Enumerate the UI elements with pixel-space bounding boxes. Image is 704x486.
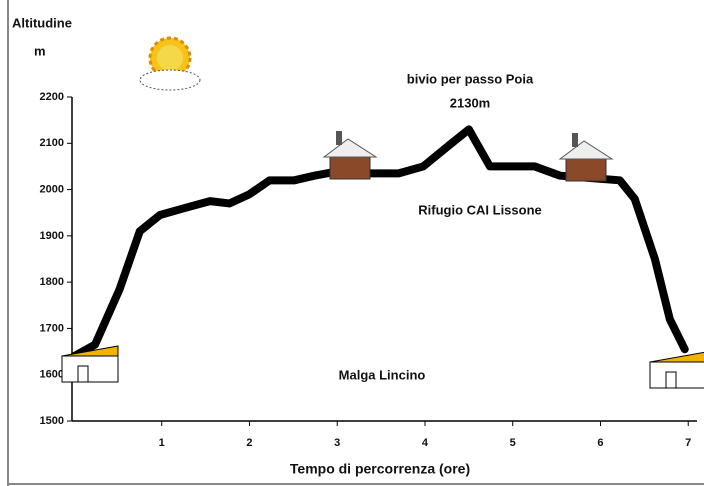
house-roof: [650, 352, 704, 362]
x-tick-label: 5: [510, 437, 516, 449]
y-tick-label: 1900: [40, 230, 64, 242]
chart: Altitudine m Tempo di percorrenza (ore) …: [0, 0, 704, 486]
x-tick-label: 2: [246, 437, 252, 449]
annotation: Rifugio CAI Lissone: [418, 202, 542, 217]
annotation: bivio per passo Poia: [407, 71, 534, 86]
y-tick-label: 2000: [40, 183, 64, 195]
hut-icon: [330, 155, 370, 179]
page: {"chart_data": {"type": "line", "y_label…: [0, 0, 704, 486]
hut-roof: [324, 139, 376, 157]
sun-icon: [140, 38, 200, 90]
y-label: Altitudine: [12, 15, 72, 30]
y-tick-label: 1500: [40, 415, 64, 427]
y-label-unit: m: [34, 43, 46, 58]
x-tick-label: 4: [422, 437, 429, 449]
x-tick-label: 1: [159, 437, 165, 449]
y-tick-label: 1800: [40, 276, 64, 288]
annotation: Malga Lincino: [339, 367, 426, 382]
x-label: Tempo di percorrenza (ore): [290, 461, 470, 477]
house-icon: [650, 362, 704, 388]
y-tick-label: 1700: [40, 322, 64, 334]
annotation: 2130m: [450, 95, 490, 110]
hut-roof: [560, 141, 612, 159]
house-door: [78, 366, 88, 382]
y-tick-label: 2100: [40, 137, 64, 149]
y-tick-label: 1600: [40, 369, 64, 381]
hut-chimney: [336, 131, 342, 145]
x-tick-label: 6: [597, 437, 603, 449]
hut-icon: [566, 157, 606, 181]
x-tick-label: 7: [685, 437, 691, 449]
hut-chimney: [572, 133, 578, 147]
house-icon: [62, 356, 118, 382]
y-tick-label: 2200: [40, 91, 64, 103]
x-tick-label: 3: [334, 437, 340, 449]
house-door: [666, 372, 676, 388]
